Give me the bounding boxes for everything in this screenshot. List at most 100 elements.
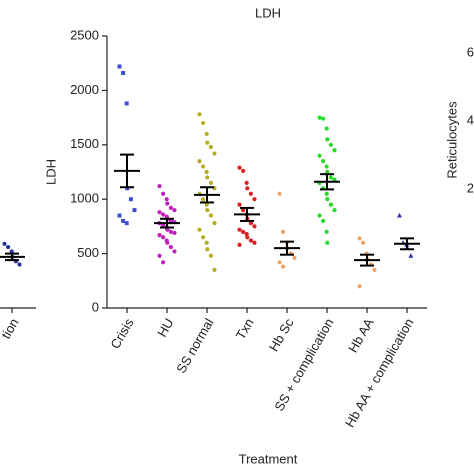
data-point (208, 253, 213, 258)
data-point (325, 169, 330, 175)
data-point (321, 116, 326, 121)
data-point (172, 230, 177, 236)
data-point (325, 240, 330, 245)
y-tick-label: 0 (92, 299, 99, 314)
data-point (237, 227, 242, 232)
data-point (325, 197, 330, 202)
data-point (164, 197, 169, 202)
x-tick-label: HU (154, 316, 176, 340)
data-point (277, 191, 282, 196)
data-point (197, 112, 202, 117)
data-point (128, 197, 133, 202)
data-point (157, 184, 162, 189)
data-point (372, 267, 377, 273)
data-point (208, 213, 213, 218)
data-point (9, 249, 14, 254)
data-point (324, 191, 329, 196)
data-point (332, 148, 337, 153)
data-point (361, 240, 366, 245)
data-point (237, 202, 242, 207)
data-point (237, 165, 242, 170)
data-point (204, 169, 209, 175)
data-point (205, 175, 210, 180)
y-tick-label: 1000 (70, 191, 99, 206)
data-point (124, 101, 129, 106)
data-point (161, 235, 166, 240)
x-tick-label: Txn (233, 316, 257, 342)
data-point (17, 262, 22, 267)
data-point (168, 205, 173, 211)
data-point (161, 212, 166, 217)
data-point (325, 137, 330, 142)
data-point (121, 218, 126, 223)
data-point (157, 233, 162, 238)
data-point (328, 142, 333, 147)
data-point (408, 253, 414, 258)
data-point (317, 153, 322, 158)
data-point (332, 207, 337, 213)
data-point (328, 175, 333, 180)
x-tick-label: Hb Sc (266, 315, 297, 354)
y-axis-label: LDH (43, 159, 58, 185)
y-axis-label: Reticulocytes (444, 101, 459, 179)
data-point (244, 231, 249, 237)
data-point (172, 207, 177, 213)
data-point (168, 229, 173, 234)
data-point (357, 236, 362, 241)
data-point (197, 159, 202, 164)
data-point (252, 197, 257, 202)
data-point (204, 202, 209, 207)
data-point (332, 177, 337, 182)
x-tick-label: Crisis (107, 315, 136, 351)
data-point (165, 240, 170, 245)
y-tick-label: 4 (467, 112, 474, 127)
data-point (201, 164, 206, 169)
data-point (357, 284, 362, 289)
data-point (317, 115, 322, 120)
data-point (241, 229, 246, 234)
y-tick-label: 2 (467, 180, 474, 195)
data-point (205, 207, 210, 213)
data-point (157, 210, 162, 215)
data-point (277, 260, 282, 265)
data-point (248, 238, 253, 243)
data-point (241, 168, 246, 174)
data-point (201, 235, 206, 240)
data-point (161, 260, 166, 265)
data-point (252, 240, 257, 245)
data-point (161, 223, 166, 228)
data-point (245, 235, 250, 240)
data-point (244, 180, 249, 185)
data-point (328, 202, 333, 207)
chart-title: LDH (255, 5, 281, 20)
data-point (204, 131, 209, 137)
data-point (212, 151, 217, 156)
data-point (208, 180, 213, 185)
y-tick-label: 2500 (70, 27, 99, 42)
data-point (125, 186, 130, 191)
x-tick-label: SS normal (173, 316, 216, 376)
data-point (165, 227, 170, 232)
data-point (248, 191, 253, 196)
data-point (161, 191, 166, 196)
data-point (157, 253, 162, 258)
y-tick-label: 1500 (70, 136, 99, 151)
data-point (241, 207, 246, 213)
y-tick-label: 6 (467, 44, 474, 59)
data-point (237, 242, 242, 247)
data-point (2, 241, 7, 246)
data-point (397, 212, 402, 218)
data-point (324, 229, 329, 234)
data-point (201, 197, 206, 202)
data-point (212, 221, 217, 226)
data-point (324, 126, 329, 131)
data-point (324, 164, 329, 169)
x-axis-label: Treatment (239, 451, 298, 466)
data-point (132, 208, 137, 213)
data-point (317, 213, 322, 218)
x-tick-label: Hb AA (345, 315, 377, 355)
data-point (321, 159, 326, 164)
data-point (165, 201, 170, 206)
x-tick-label: tion (0, 316, 22, 342)
